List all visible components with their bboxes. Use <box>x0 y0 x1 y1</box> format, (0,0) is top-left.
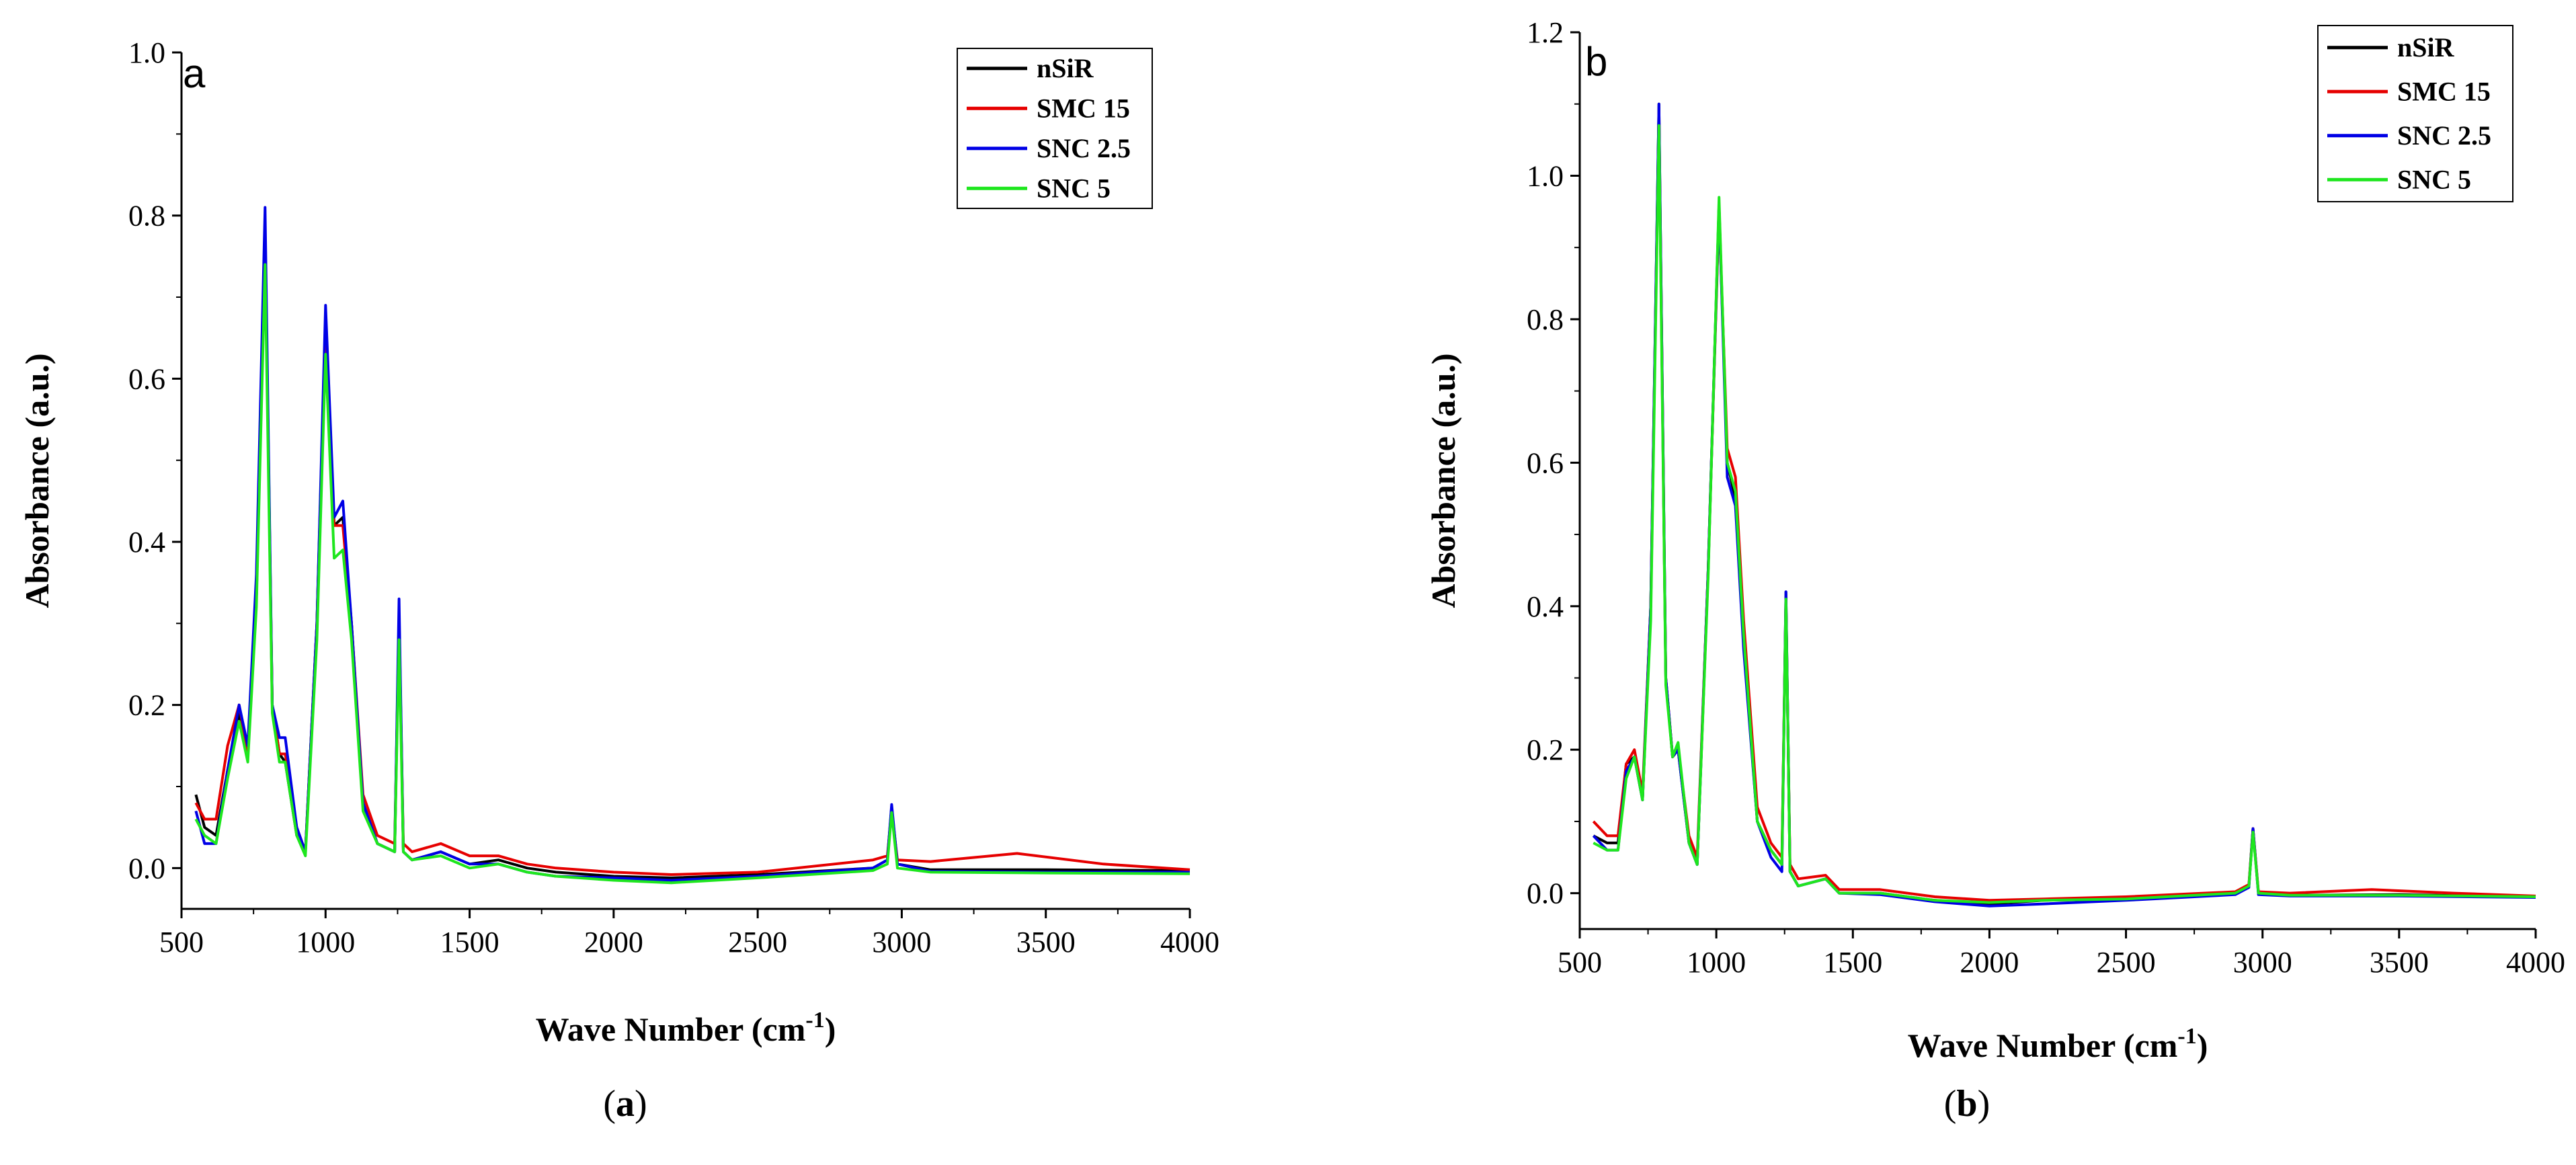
chart-a-svg: 0.0 0.2 0.4 0.6 0.8 1.0 500 1000 1500 2000 2500 300… <box>18 36 1219 1048</box>
x-axis-title-close-b: ) <box>2197 1027 2208 1064</box>
y-tick-label-b-5: 1.0 <box>1527 159 1564 192</box>
x-axis-title-b: Wave Number (cm-1) <box>1908 1024 2208 1064</box>
legend-box-a <box>957 48 1153 209</box>
y-tick-label-a-0: 0.0 <box>128 852 165 885</box>
series-line-a-smc-15 <box>194 239 1191 876</box>
y-axis-title-a: Absorbance (a.u.) <box>18 353 56 608</box>
caption-a-letter: a <box>616 1083 635 1125</box>
x-axis-title-main-b: Wave Number (cm <box>1908 1027 2178 1064</box>
caption-a-open: ( <box>603 1083 616 1125</box>
caption-b-close: ) <box>1977 1083 1990 1125</box>
x-axis-title-close-a: ) <box>825 1010 836 1048</box>
x-tick-label-b-2: 1500 <box>1823 946 1882 979</box>
x-tick-label-a-0: 500 <box>159 926 204 959</box>
x-tick-label-b-4: 2500 <box>2097 946 2156 979</box>
x-axis-title-sup-b: -1 <box>2177 1024 2196 1049</box>
x-tick-label-b-7: 4000 <box>2506 946 2565 979</box>
x-tick-label-a-2: 1500 <box>440 926 499 959</box>
legend-a: nSiR SMC 15 SNC 2.5 SNC 5 <box>957 48 1153 209</box>
x-tick-label-a-1: 1000 <box>296 926 355 959</box>
caption-a-close: ) <box>635 1083 647 1125</box>
legend-label-a-nsir: nSiR <box>1037 53 1094 83</box>
legend-b: nSiR SMC 15 SNC 2.5 SNC 5 <box>2317 25 2513 202</box>
y-tick-label-b-3: 0.6 <box>1527 446 1564 479</box>
y-tick-label-a-2: 0.4 <box>128 526 165 559</box>
legend-label-a-snc-5: SNC 5 <box>1037 173 1111 203</box>
legend-label-b-smc-15: SMC 15 <box>2397 76 2491 106</box>
legend-label-b-nsir: nSiR <box>2397 32 2455 63</box>
legend-label-a-smc-15: SMC 15 <box>1037 93 1130 123</box>
panel-letter-b: b <box>1585 39 1607 84</box>
caption-b: (b) <box>1866 1082 2068 1125</box>
x-tick-label-b-0: 500 <box>1558 946 1602 979</box>
caption-b-open: ( <box>1943 1083 1957 1125</box>
x-tick-label-a-3: 2000 <box>584 926 643 959</box>
series-line-b-snc-2-5 <box>1592 102 2536 908</box>
y-tick-label-a-3: 0.6 <box>128 362 165 395</box>
x-tick-label-a-7: 4000 <box>1160 926 1219 959</box>
caption-b-letter: b <box>1956 1083 1978 1125</box>
y-tick-label-b-4: 0.8 <box>1527 303 1564 336</box>
y-tick-label-b-0: 0.0 <box>1527 877 1564 910</box>
chart-panel-a: 0.0 0.2 0.4 0.6 0.8 1.0 500 1000 1500 2000 2500 300… <box>18 36 1219 1125</box>
x-tick-label-b-5: 3000 <box>2233 946 2292 979</box>
x-tick-label-a-5: 3000 <box>872 926 931 959</box>
y-tick-label-a-5: 1.0 <box>128 36 165 69</box>
x-tick-label-a-6: 3500 <box>1016 926 1076 959</box>
caption-a: (a) <box>524 1082 726 1125</box>
y-tick-label-b-2: 0.4 <box>1527 590 1564 623</box>
y-tick-label-a-1: 0.2 <box>128 689 165 722</box>
x-tick-label-a-4: 2500 <box>728 926 787 959</box>
y-axis-title-b: Absorbance (a.u.) <box>1424 353 1462 608</box>
chart-panel-b: 0.0 0.2 0.4 0.6 0.8 1.0 1.2 500 1000 1500 2000 2500… <box>1288 0 2576 1165</box>
legend-label-b-snc-2-5: SNC 2.5 <box>2397 120 2491 151</box>
x-tick-label-b-1: 1000 <box>1687 946 1746 979</box>
x-axis-title-sup-a: -1 <box>805 1008 824 1033</box>
x-tick-label-b-6: 3500 <box>2370 946 2429 979</box>
panel-letter-a: a <box>183 51 206 96</box>
y-tick-label-b-1: 0.2 <box>1527 733 1564 766</box>
legend-label-b-snc-5: SNC 5 <box>2397 164 2471 194</box>
series-line-b-snc-5 <box>1593 124 2536 904</box>
chart-b-svg: 0.0 0.2 0.4 0.6 0.8 1.0 1.2 500 1000 1500 2000 2500… <box>1424 16 2565 1064</box>
y-tick-label-a-4: 0.8 <box>128 200 165 233</box>
series-line-a-snc-2-5 <box>194 206 1190 882</box>
legend-label-a-snc-2-5: SNC 2.5 <box>1037 133 1131 163</box>
x-axis-title-a: Wave Number (cm-1) <box>536 1008 836 1048</box>
series-line-a-snc-5 <box>194 263 1191 885</box>
x-axis-title-main-a: Wave Number (cm <box>536 1010 806 1048</box>
x-tick-label-b-3: 2000 <box>1960 946 2019 979</box>
legend-box-b <box>2317 25 2513 202</box>
y-tick-label-b-6: 1.2 <box>1527 16 1564 49</box>
